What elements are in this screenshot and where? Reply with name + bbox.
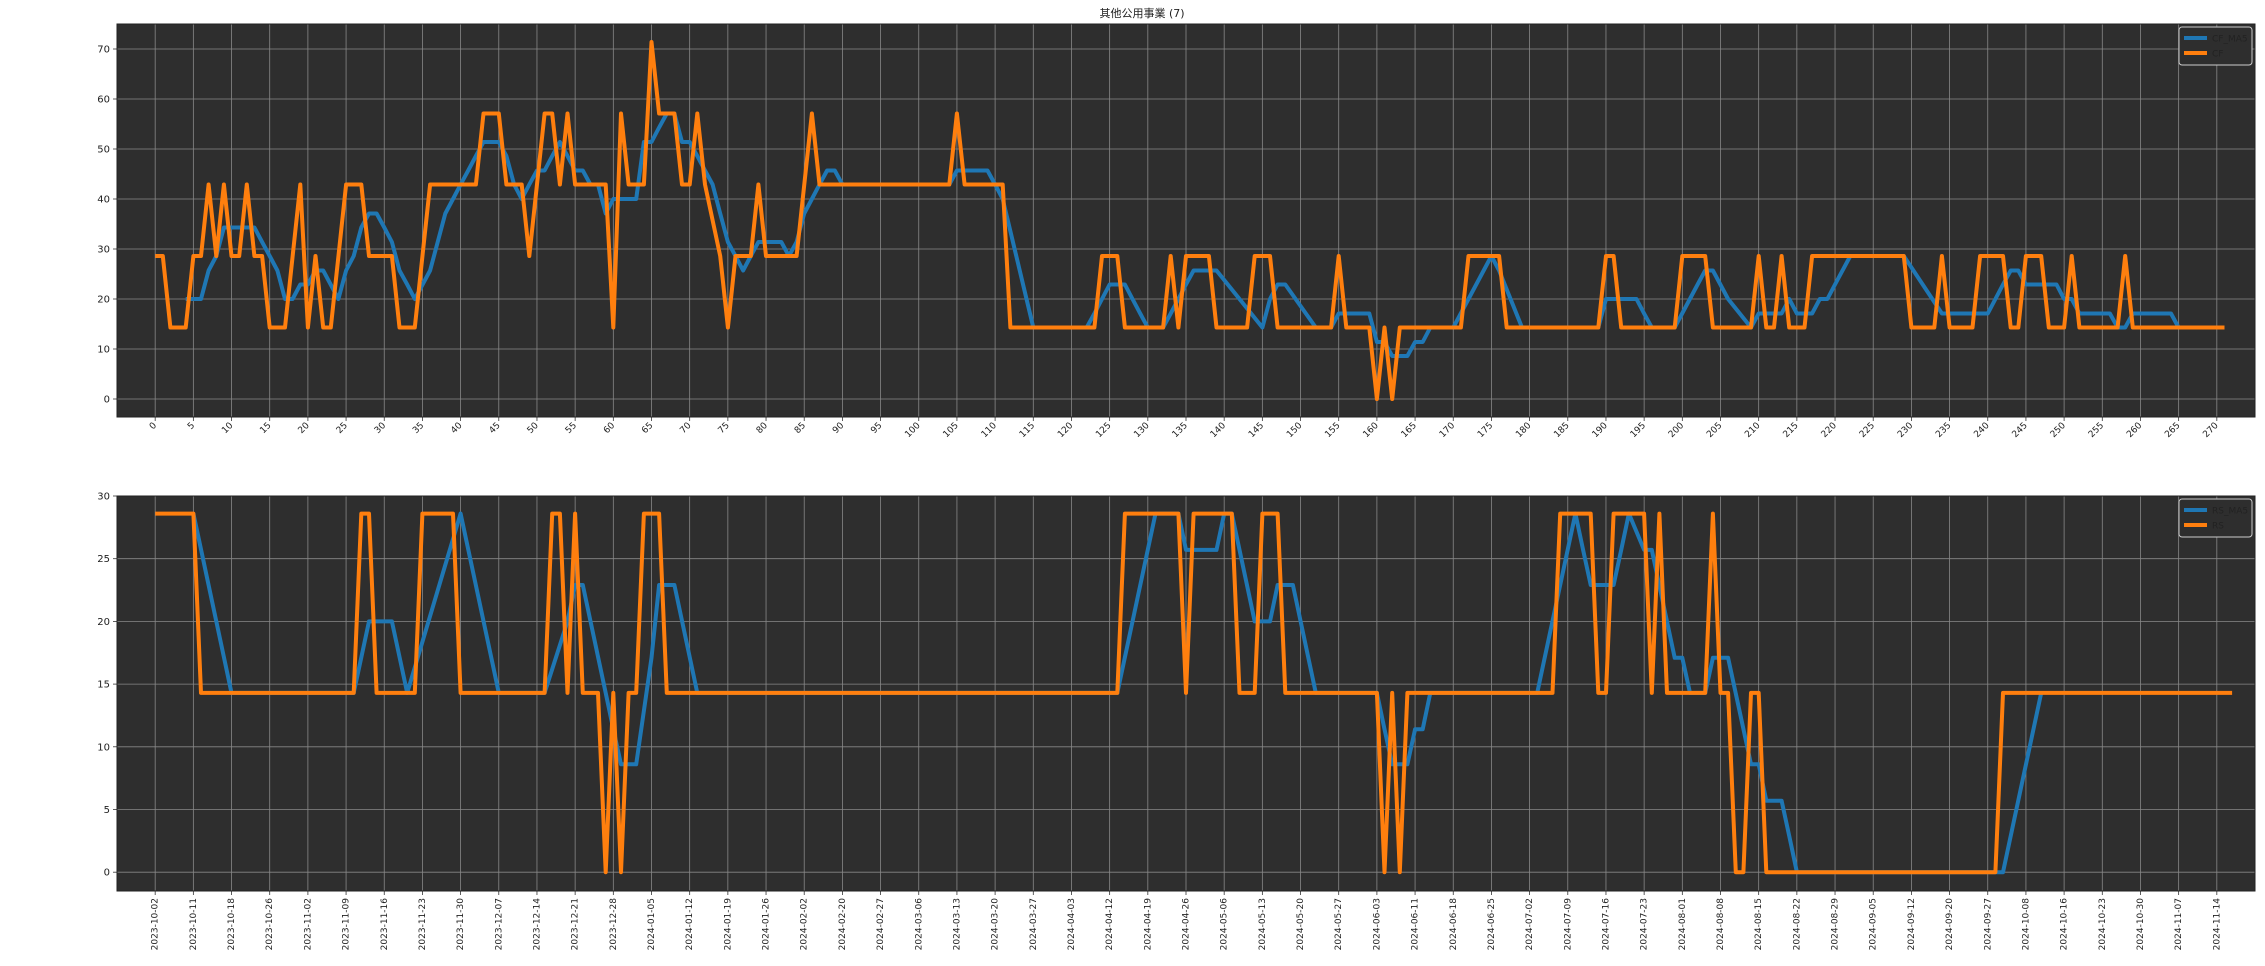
x-tick-label: 2024-08-01 [1678, 898, 1688, 950]
x-tick-label: 2024-10-16 [2060, 898, 2070, 951]
x-tick-label: 2024-03-20 [991, 898, 1001, 951]
series-line-cf [155, 40, 2225, 401]
x-tick-label: 2024-07-02 [1525, 898, 1535, 950]
x-tick-label: 2024-08-29 [1831, 898, 1841, 951]
plot-frame [116, 23, 2256, 418]
y-tick-label: 40 [97, 195, 110, 206]
x-tick-label: 5 [186, 421, 197, 432]
x-tick-label: 2024-05-06 [1220, 898, 1230, 951]
x-tick-label: 2024-10-23 [2098, 898, 2108, 950]
y-tick-label: 60 [97, 95, 110, 106]
x-tick-label: 2024-09-20 [1945, 898, 1955, 951]
y-tick-label: 15 [97, 680, 110, 691]
x-tick-label: 2024-05-20 [1296, 898, 1306, 951]
x-tick-label: 2024-01-26 [762, 898, 772, 951]
grid-lines [117, 24, 2255, 417]
plot-frame [116, 495, 2256, 892]
x-tick-label: 2023-12-14 [532, 898, 542, 951]
y-tick-label: 5 [104, 805, 110, 816]
y-tick-label: 20 [97, 295, 110, 306]
x-tick-label: 2023-11-02 [303, 898, 313, 950]
x-tick-label: 2024-11-07 [2174, 898, 2184, 950]
y-tick-label: 10 [97, 742, 110, 753]
chart-title: 其他公用事業 (7) [1099, 7, 1184, 20]
top-panel-cf: 0 5 10 15 20 25 30 35 40 45 50 55 60 65 70 75 80 85 90 95 10… [97, 23, 2256, 440]
x-tick-label: 2023-10-18 [227, 898, 237, 951]
x-tick-label: 2024-10-30 [2136, 898, 2146, 951]
x-tick-label: 2024-07-23 [1640, 898, 1650, 950]
x-tick-label: 2024-07-16 [1601, 898, 1611, 951]
x-tick-label: 0 [148, 421, 159, 432]
x-tick-label: 2023-12-28 [609, 898, 619, 951]
x-tick-label: 2024-08-08 [1716, 898, 1726, 951]
y-tick-label: 25 [97, 554, 110, 565]
x-tick-label: 2024-04-12 [1105, 898, 1115, 950]
legend-label: CF_MA5 [2212, 35, 2248, 45]
series-line-rs [155, 511, 2233, 875]
x-tick-label: 2024-04-03 [1067, 898, 1077, 950]
x-tick-label: 2024-05-13 [1258, 898, 1268, 950]
x-tick-label: 2023-11-09 [342, 898, 352, 951]
y-tick-label: 0 [104, 868, 110, 879]
x-tick-label: 2023-11-30 [456, 898, 466, 951]
legend-label: RS [2212, 522, 2224, 532]
x-tick-label: 2024-07-09 [1563, 898, 1573, 951]
y-tick-label: 20 [97, 617, 110, 628]
x-tick-label: 2024-03-06 [914, 898, 924, 951]
x-tick-label: 2024-08-22 [1792, 898, 1802, 950]
x-tick-label: 2023-10-02 [151, 898, 161, 950]
x-tick-label: 2024-06-03 [1372, 898, 1382, 950]
x-tick-label: 2023-10-11 [189, 898, 199, 950]
x-tick-label: 2024-11-14 [2212, 898, 2222, 951]
x-tick-label: 2024-01-12 [685, 898, 695, 950]
bottom-panel-rs: 2023-10-02 2023-10-11 2023-10-18 2023-10-26… [97, 492, 2256, 951]
y-tick-label: 50 [97, 145, 110, 156]
legend-label: RS_MA5 [2212, 507, 2248, 517]
y-tick-label: 70 [97, 45, 110, 56]
x-tick-label: 2023-11-23 [418, 898, 428, 950]
legend-label: CF [2212, 50, 2223, 60]
x-tick-label: 2023-12-07 [494, 898, 504, 950]
y-tick-label: 30 [97, 492, 110, 503]
x-tick-label: 2024-10-08 [2021, 898, 2031, 951]
x-tick-label: 2024-02-20 [838, 898, 848, 951]
x-tick-label: 2024-05-27 [1334, 898, 1344, 950]
legend: RS_MA5 RS [2178, 498, 2253, 538]
x-tick-label: 2024-09-12 [1907, 898, 1917, 950]
x-tick-label: 2024-01-19 [723, 898, 733, 951]
y-tick-label: 10 [97, 345, 110, 356]
x-tick-label: 2024-03-27 [1029, 898, 1039, 950]
x-tick-label: 2024-03-13 [952, 898, 962, 950]
x-tick-label: 2024-09-27 [1983, 898, 1993, 950]
x-tick-label: 2024-01-05 [647, 898, 657, 950]
x-tick-label: 2024-06-11 [1411, 898, 1421, 950]
x-tick-label: 2024-09-05 [1869, 898, 1879, 950]
x-tick-label: 2024-04-26 [1182, 898, 1192, 951]
x-tick-label: 2023-12-21 [571, 898, 581, 950]
x-tick-label: 2024-02-02 [800, 898, 810, 950]
y-tick-label: 0 [104, 395, 110, 406]
x-tick-label: 2023-11-16 [380, 898, 390, 951]
y-tick-label: 30 [97, 245, 110, 256]
x-tick-label: 2024-02-27 [876, 898, 886, 950]
legend: CF_MA5 CF [2178, 26, 2253, 66]
x-tick-label: 2023-10-26 [265, 898, 275, 951]
x-tick-label: 2024-06-18 [1449, 898, 1459, 951]
x-tick-label: 2024-08-15 [1754, 898, 1764, 950]
x-tick-label: 2024-06-25 [1487, 898, 1497, 950]
x-tick-label: 2024-04-19 [1143, 898, 1153, 951]
